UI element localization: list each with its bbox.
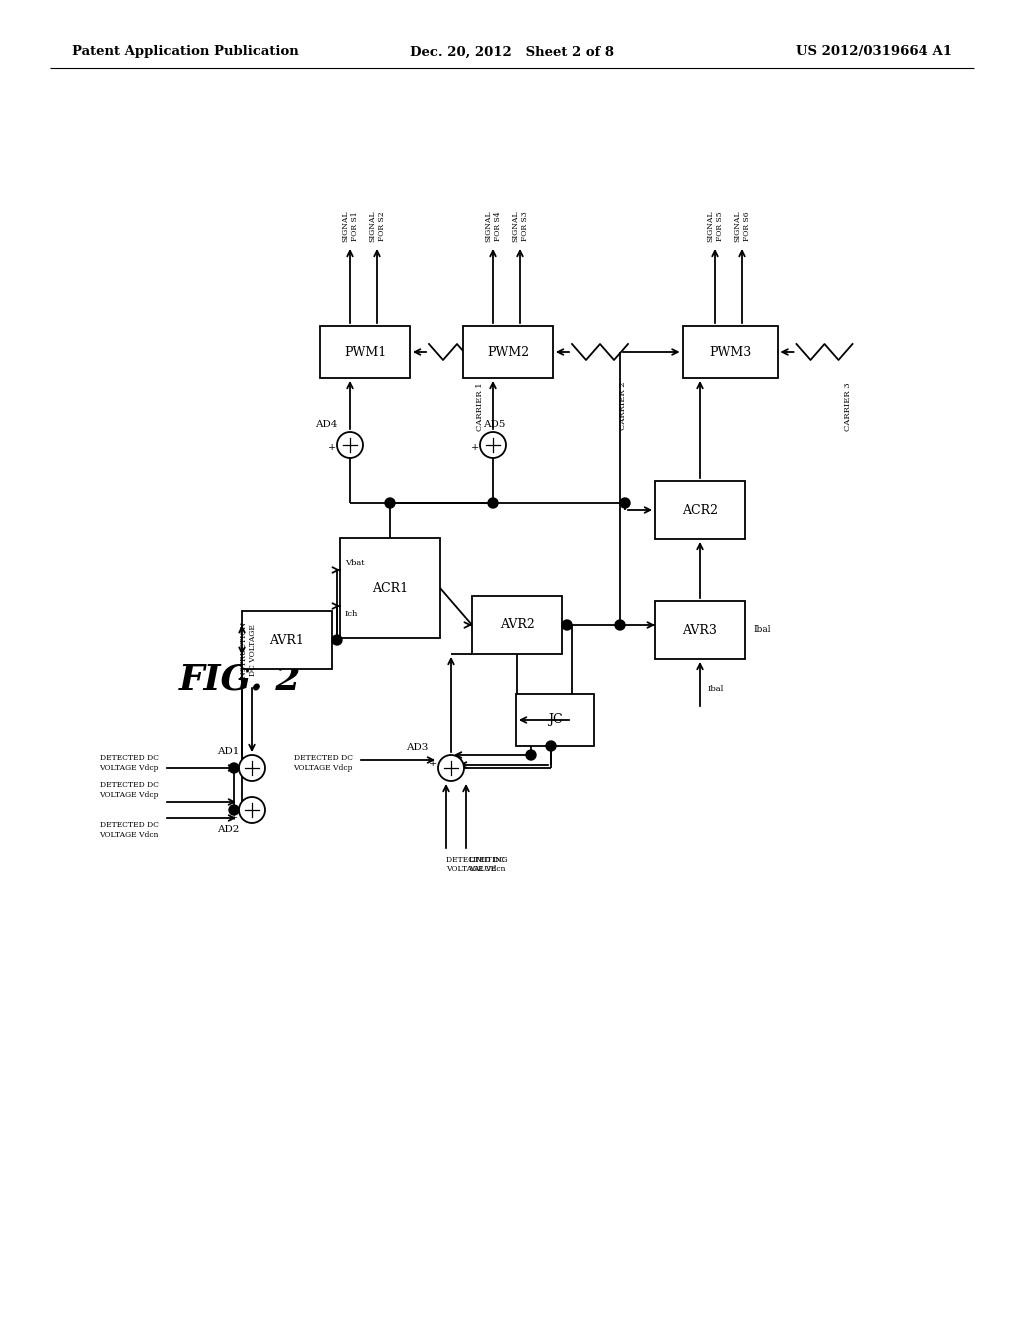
Bar: [472, 597, 562, 653]
Text: AD3: AD3: [406, 743, 428, 752]
Text: +: +: [328, 444, 336, 453]
Circle shape: [239, 797, 265, 822]
Text: AVR3: AVR3: [683, 623, 718, 636]
Text: SIGNAL
FOR S1: SIGNAL FOR S1: [341, 210, 358, 242]
Text: FIG. 2: FIG. 2: [179, 663, 301, 697]
Circle shape: [480, 432, 506, 458]
Circle shape: [337, 432, 362, 458]
Text: Vbat: Vbat: [345, 558, 365, 568]
Text: —: —: [230, 767, 240, 776]
Text: —: —: [454, 770, 464, 779]
Circle shape: [332, 635, 342, 645]
Text: +: +: [471, 444, 479, 453]
Text: PWM1: PWM1: [344, 346, 386, 359]
Text: Ich: Ich: [345, 610, 358, 618]
Text: CARRIER 2: CARRIER 2: [618, 381, 627, 430]
Bar: [655, 601, 745, 659]
Bar: [319, 326, 410, 378]
Text: PWM2: PWM2: [487, 346, 529, 359]
Text: US 2012/0319664 A1: US 2012/0319664 A1: [796, 45, 952, 58]
Text: PWM3: PWM3: [709, 346, 752, 359]
Circle shape: [488, 498, 498, 508]
Circle shape: [385, 498, 395, 508]
Bar: [683, 326, 777, 378]
Text: +: +: [495, 436, 503, 445]
Text: SIGNAL
FOR S6: SIGNAL FOR S6: [733, 210, 751, 242]
Text: AD4: AD4: [315, 420, 337, 429]
Circle shape: [620, 498, 630, 508]
Text: Dec. 20, 2012   Sheet 2 of 8: Dec. 20, 2012 Sheet 2 of 8: [410, 45, 614, 58]
Bar: [340, 539, 440, 638]
Text: AD2: AD2: [217, 825, 240, 834]
Text: ACR2: ACR2: [682, 503, 718, 516]
Text: ACR1: ACR1: [372, 582, 408, 594]
Circle shape: [239, 755, 265, 781]
Text: +: +: [255, 759, 263, 767]
Bar: [242, 611, 332, 669]
Text: +: +: [429, 759, 437, 767]
Text: AVR2: AVR2: [500, 619, 535, 631]
Text: SIGNAL
FOR S5: SIGNAL FOR S5: [707, 210, 724, 242]
Text: CARRIER 1: CARRIER 1: [476, 381, 484, 430]
Text: LIMITING
VALUE: LIMITING VALUE: [469, 855, 509, 874]
Circle shape: [615, 620, 625, 630]
Text: DETECTED DC
VOLTAGE Vdcp: DETECTED DC VOLTAGE Vdcp: [99, 781, 159, 799]
Text: AD1: AD1: [217, 747, 240, 756]
Circle shape: [229, 763, 239, 774]
Text: SIGNAL
FOR S2: SIGNAL FOR S2: [369, 210, 386, 242]
Text: DETECTED DC
VOLTAGE Vdcp: DETECTED DC VOLTAGE Vdcp: [294, 755, 353, 772]
Circle shape: [546, 741, 556, 751]
Text: —: —: [352, 436, 361, 445]
Text: CARRIER 3: CARRIER 3: [844, 381, 852, 430]
Text: +: +: [230, 800, 239, 809]
Bar: [655, 480, 745, 539]
Text: DETECTED DC
VOLTAGE Vdcn: DETECTED DC VOLTAGE Vdcn: [99, 821, 159, 838]
Text: SIGNAL
FOR S3: SIGNAL FOR S3: [511, 210, 528, 242]
Text: SIGNAL
FOR S4: SIGNAL FOR S4: [484, 210, 502, 242]
Text: Patent Application Publication: Patent Application Publication: [72, 45, 299, 58]
Circle shape: [438, 755, 464, 781]
Text: +: +: [230, 813, 239, 822]
Text: DETECTED DC
VOLTAGE Vdcp: DETECTED DC VOLTAGE Vdcp: [99, 755, 159, 772]
Circle shape: [229, 805, 239, 814]
Bar: [516, 694, 594, 746]
Text: INSTRUCTION
DC VOLTAGE: INSTRUCTION DC VOLTAGE: [240, 620, 257, 680]
Text: AVR1: AVR1: [269, 634, 304, 647]
Text: Ibal: Ibal: [708, 685, 724, 693]
Bar: [463, 326, 553, 378]
Text: AD5: AD5: [483, 420, 506, 429]
Text: DETECTED DC
VOLTAGE Vdcn: DETECTED DC VOLTAGE Vdcn: [446, 855, 506, 874]
Text: Ibal: Ibal: [753, 626, 770, 635]
Circle shape: [526, 750, 536, 760]
Circle shape: [562, 620, 572, 630]
Text: JC: JC: [548, 714, 562, 726]
